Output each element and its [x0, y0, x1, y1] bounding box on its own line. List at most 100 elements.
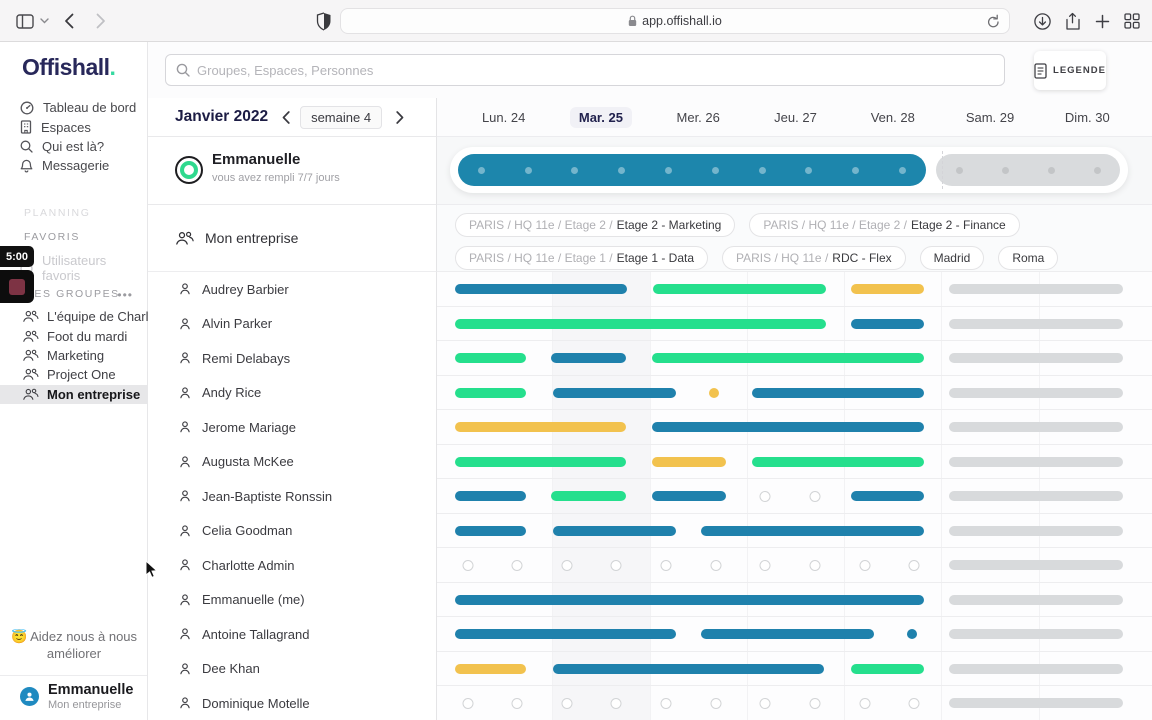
person-cell[interactable]: Remi Delabays: [148, 341, 437, 376]
booking-bar-yellow[interactable]: [652, 456, 727, 467]
booking-bar-teal[interactable]: [652, 422, 924, 432]
feedback-link[interactable]: 😇 Aidez nous à nous améliorer: [10, 629, 138, 662]
empty-slot-circle[interactable]: [462, 697, 474, 709]
day-header-4[interactable]: Jeu. 27: [747, 98, 844, 137]
sidebar-group-mon-entreprise[interactable]: Mon entreprise: [0, 384, 148, 404]
person-cell[interactable]: Audrey Barbier: [148, 272, 437, 307]
empty-slot-circle[interactable]: [710, 697, 722, 709]
day-header-7[interactable]: Dim. 30: [1039, 98, 1136, 137]
sidebar-group-foot-du-mardi[interactable]: Foot du mardi: [0, 326, 148, 345]
booking-bar-green[interactable]: [551, 491, 627, 501]
person-cell[interactable]: Jean-Baptiste Ronssin: [148, 479, 437, 514]
booking-bar-green[interactable]: [653, 284, 826, 294]
share-icon[interactable]: [1062, 0, 1082, 42]
prev-week-icon[interactable]: [282, 110, 290, 124]
sidebar-group-project-one[interactable]: Project One: [0, 365, 148, 384]
person-cell[interactable]: Dominique Motelle: [148, 686, 437, 720]
day-header-1[interactable]: Lun. 24: [455, 98, 552, 137]
address-bar[interactable]: app.offishall.io: [340, 8, 1010, 34]
empty-slot-circle[interactable]: [809, 490, 821, 502]
booking-bar-teal[interactable]: [850, 318, 924, 329]
person-cell[interactable]: Andy Rice: [148, 375, 437, 410]
group-header[interactable]: Mon entreprise: [148, 205, 437, 272]
week-progress-bar[interactable]: [450, 147, 1128, 193]
person-cell[interactable]: Emmanuelle (me): [148, 582, 437, 617]
downloads-icon[interactable]: [1032, 0, 1052, 42]
empty-slot-circle[interactable]: [610, 697, 622, 709]
empty-slot-circle[interactable]: [759, 559, 771, 571]
empty-slot-circle[interactable]: [710, 559, 722, 571]
person-cell[interactable]: Charlotte Admin: [148, 548, 437, 583]
legend-button[interactable]: LEGENDE: [1034, 51, 1106, 90]
empty-slot-circle[interactable]: [610, 559, 622, 571]
sidebar-item-utilisateurs-favoris[interactable]: Utilisateurs favoris: [20, 253, 147, 283]
booking-bar-gray[interactable]: [949, 560, 1124, 570]
booking-bar-gray[interactable]: [949, 594, 1124, 605]
booking-bar-gray[interactable]: [949, 387, 1124, 398]
new-tab-icon[interactable]: [1092, 0, 1112, 42]
back-icon[interactable]: [60, 0, 78, 42]
app-logo[interactable]: Offishall.: [22, 54, 116, 80]
person-cell[interactable]: Celia Goodman: [148, 513, 437, 548]
booking-bar-yellow[interactable]: [455, 422, 627, 432]
empty-slot-circle[interactable]: [809, 559, 821, 571]
empty-slot-circle[interactable]: [511, 559, 523, 571]
empty-slot-circle[interactable]: [908, 559, 920, 571]
day-header-2[interactable]: Mar. 25: [552, 98, 649, 137]
halfday-dot-yellow[interactable]: [708, 387, 719, 398]
booking-bar-teal[interactable]: [751, 387, 924, 398]
empty-slot-circle[interactable]: [660, 559, 672, 571]
booking-bar-teal[interactable]: [553, 387, 676, 398]
current-user[interactable]: Emmanuelle Mon entreprise: [20, 682, 133, 711]
person-cell[interactable]: Jerome Mariage: [148, 410, 437, 445]
booking-bar-green[interactable]: [652, 353, 924, 363]
sidebar-group-marketing[interactable]: Marketing: [0, 346, 148, 365]
empty-slot-circle[interactable]: [660, 697, 672, 709]
booking-bar-teal[interactable]: [455, 525, 527, 536]
week-selector[interactable]: semaine 4: [300, 105, 383, 129]
sidebar-item-qui-est-l-[interactable]: Qui est là?: [0, 137, 148, 156]
sidebar-group-l-quipe-de-charl-[interactable]: L'équipe de Charl...: [0, 307, 159, 326]
booking-bar-gray[interactable]: [949, 456, 1124, 467]
booking-bar-gray[interactable]: [949, 663, 1124, 674]
location-chip-etage-1-data[interactable]: PARIS / HQ 11e / Etage 1 /Etage 1 - Data: [455, 246, 709, 270]
privacy-shield-icon[interactable]: [314, 0, 334, 42]
person-cell[interactable]: Augusta McKee: [148, 444, 437, 479]
booking-bar-gray[interactable]: [949, 698, 1124, 708]
booking-bar-green[interactable]: [455, 353, 527, 363]
location-chip-roma[interactable]: Roma: [998, 246, 1059, 270]
empty-slot-circle[interactable]: [511, 697, 523, 709]
booking-bar-gray[interactable]: [949, 318, 1124, 329]
forward-icon[interactable]: [92, 0, 110, 42]
booking-bar-teal[interactable]: [701, 525, 924, 536]
booking-bar-teal[interactable]: [551, 353, 627, 363]
booking-bar-teal[interactable]: [701, 629, 875, 639]
empty-slot-circle[interactable]: [908, 697, 920, 709]
booking-bar-gray[interactable]: [949, 284, 1124, 294]
halfday-dot-teal[interactable]: [907, 629, 918, 639]
empty-slot-circle[interactable]: [859, 697, 871, 709]
location-chip-etage-2-marketing[interactable]: PARIS / HQ 11e / Etage 2 /Etage 2 - Mark…: [455, 213, 736, 237]
sidebar-toggle-icon[interactable]: [14, 0, 36, 42]
search-input[interactable]: Groupes, Espaces, Personnes: [165, 54, 1005, 86]
empty-slot-circle[interactable]: [759, 490, 771, 502]
person-cell[interactable]: Dee Khan: [148, 651, 437, 686]
booking-bar-teal[interactable]: [455, 629, 676, 639]
empty-slot-circle[interactable]: [759, 697, 771, 709]
tab-overview-icon[interactable]: [1122, 0, 1142, 42]
sidebar-item-espaces[interactable]: Espaces: [0, 117, 148, 136]
booking-bar-teal[interactable]: [553, 663, 824, 674]
person-cell[interactable]: Antoine Tallagrand: [148, 617, 437, 652]
booking-bar-gray[interactable]: [949, 353, 1124, 363]
next-week-icon[interactable]: [396, 110, 404, 124]
booking-bar-teal[interactable]: [455, 491, 527, 501]
empty-slot-circle[interactable]: [561, 697, 573, 709]
booking-bar-green[interactable]: [850, 663, 924, 674]
sidebar-item-messagerie[interactable]: Messagerie: [0, 156, 148, 175]
day-header-3[interactable]: Mer. 26: [650, 98, 747, 137]
booking-bar-gray[interactable]: [949, 525, 1124, 536]
booking-bar-gray[interactable]: [949, 422, 1124, 432]
booking-bar-teal[interactable]: [455, 594, 924, 605]
booking-bar-teal[interactable]: [652, 491, 727, 501]
location-chip-etage-2-finance[interactable]: PARIS / HQ 11e / Etage 2 /Etage 2 - Fina…: [749, 213, 1020, 237]
